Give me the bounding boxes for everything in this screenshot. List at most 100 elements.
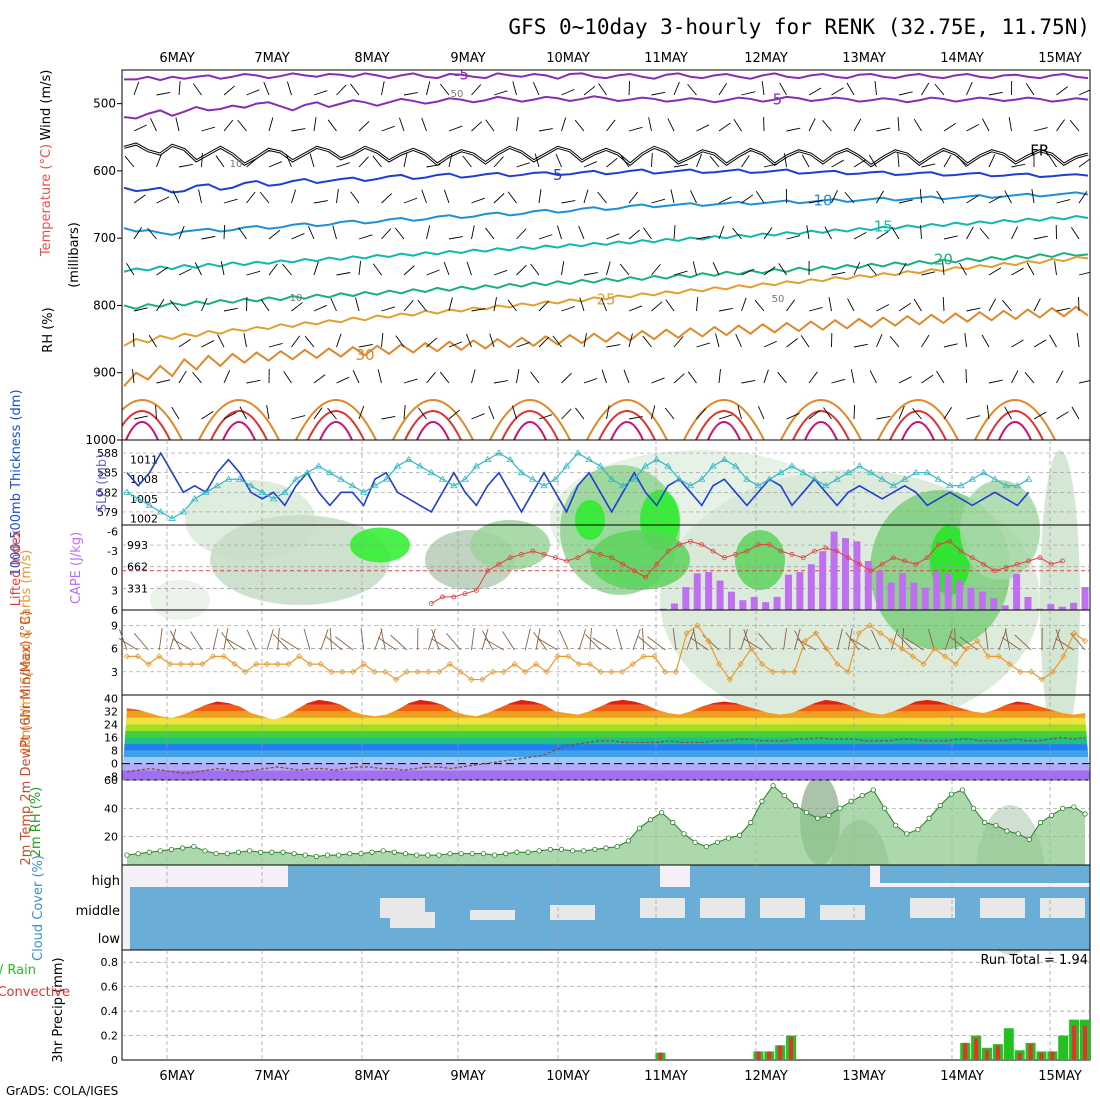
wind-barb bbox=[493, 156, 504, 168]
wind-barb bbox=[1056, 119, 1065, 132]
rh-marker bbox=[959, 787, 966, 793]
isotherm-line bbox=[124, 72, 1089, 82]
wind10m-barb bbox=[558, 629, 569, 651]
slp-marker bbox=[675, 475, 683, 482]
wind-barb bbox=[718, 369, 721, 384]
li-marker bbox=[643, 574, 648, 580]
wind10m-marker bbox=[457, 668, 464, 675]
cloud-level-label: low bbox=[98, 932, 121, 947]
wind-barb bbox=[583, 189, 589, 204]
cape-bar bbox=[853, 541, 861, 610]
warm-contour bbox=[319, 421, 353, 440]
precip-conv-bar bbox=[767, 1051, 772, 1060]
wind10m-marker bbox=[576, 661, 583, 668]
precip-conv-bar bbox=[963, 1042, 968, 1060]
wind10m-barb bbox=[377, 637, 397, 651]
wind-barb bbox=[921, 82, 930, 96]
wind10m-barb bbox=[672, 628, 677, 651]
wind-barb bbox=[308, 225, 315, 240]
wind10m-marker bbox=[619, 668, 626, 675]
slp-marker bbox=[179, 508, 188, 515]
wind-barb bbox=[648, 117, 652, 132]
wind10m-barb bbox=[360, 628, 365, 651]
rh-marker bbox=[993, 822, 999, 828]
li-marker bbox=[620, 561, 626, 567]
wind10m-barb bbox=[1055, 629, 1064, 651]
precip-conv-bar bbox=[789, 1036, 794, 1060]
wind10m-marker bbox=[479, 676, 486, 683]
wind-barb bbox=[921, 374, 934, 384]
cape-tick-label: 993 bbox=[127, 539, 148, 552]
rh-marker bbox=[837, 805, 843, 811]
wind-barb bbox=[673, 225, 676, 240]
wind-barb bbox=[421, 189, 427, 204]
wind10m-barb bbox=[119, 629, 128, 651]
wind-barb bbox=[898, 262, 907, 276]
wind-barb bbox=[381, 125, 395, 132]
wind-barb bbox=[285, 153, 292, 168]
wind10m-barb bbox=[221, 632, 236, 651]
wind-barb bbox=[1078, 191, 1088, 204]
wind-barb bbox=[1048, 155, 1057, 168]
wind-barb bbox=[516, 117, 519, 132]
wind10m-barb bbox=[836, 628, 843, 651]
warm-contour bbox=[404, 410, 462, 440]
slp-marker bbox=[359, 488, 368, 495]
wind-barb bbox=[966, 415, 981, 420]
wind-barb bbox=[426, 371, 436, 384]
wind-barb bbox=[696, 124, 710, 132]
wind-barb bbox=[889, 335, 900, 348]
rh-marker bbox=[870, 787, 876, 793]
wind-barb bbox=[876, 415, 891, 420]
cape-bar bbox=[784, 574, 792, 610]
isotherm-line bbox=[123, 255, 1089, 347]
slp-marker bbox=[923, 468, 931, 476]
day-label-top: 6MAY bbox=[159, 51, 194, 66]
wind-barb bbox=[942, 261, 945, 276]
wind-barb bbox=[283, 371, 292, 384]
wind10m-marker bbox=[651, 653, 658, 660]
li-marker bbox=[631, 568, 637, 574]
wind-barb bbox=[516, 228, 527, 240]
slp-marker bbox=[630, 475, 638, 482]
li-marker bbox=[891, 555, 896, 561]
wind-barb bbox=[512, 81, 517, 96]
wind10m-marker bbox=[253, 661, 260, 668]
wind-barb bbox=[822, 119, 832, 132]
wind-barb bbox=[439, 371, 450, 384]
wind-barb bbox=[268, 117, 274, 132]
wind-barb bbox=[313, 200, 328, 204]
li-marker bbox=[688, 538, 693, 544]
wind-barb bbox=[313, 90, 328, 96]
wind-barb bbox=[336, 162, 350, 168]
wind-barb bbox=[737, 405, 742, 420]
rh-marker bbox=[948, 791, 954, 797]
wind10m-axis-label: 10m Wind Speed & Barbs (m/s) bbox=[19, 550, 34, 755]
slp-marker bbox=[405, 455, 413, 463]
wind-barb bbox=[801, 154, 810, 168]
wind-barb bbox=[313, 374, 326, 384]
cloud-middle-low bbox=[130, 887, 1090, 950]
isotherm-line bbox=[123, 168, 1089, 194]
slp-marker bbox=[776, 468, 785, 476]
rh-marker bbox=[759, 798, 765, 804]
wind-barb bbox=[156, 266, 169, 276]
wind10m-barb bbox=[320, 629, 329, 651]
wind-barb bbox=[642, 335, 652, 348]
wind10m-barb bbox=[502, 631, 515, 651]
li-marker bbox=[1026, 558, 1032, 564]
wind-barb bbox=[965, 368, 967, 384]
wind-barb bbox=[1078, 158, 1090, 168]
rh-marker bbox=[881, 805, 888, 811]
li-marker bbox=[755, 542, 761, 548]
wind10m-barb bbox=[632, 629, 641, 651]
wind10m-marker bbox=[274, 661, 281, 668]
wind-barb bbox=[516, 369, 520, 384]
isotherm-line bbox=[123, 95, 1089, 120]
wind10m-marker bbox=[952, 661, 959, 668]
slp-marker bbox=[269, 495, 278, 502]
wind10m-marker bbox=[446, 661, 453, 668]
wind-barb bbox=[619, 263, 630, 276]
wind-barb bbox=[741, 297, 747, 312]
